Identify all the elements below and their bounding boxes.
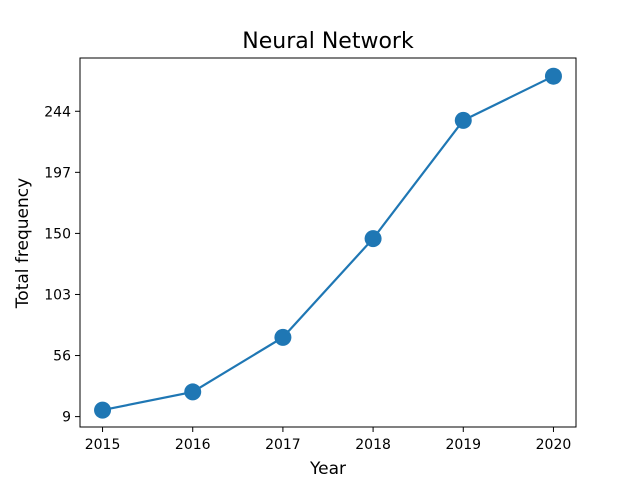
- data-point: [184, 383, 202, 401]
- data-point: [454, 111, 472, 129]
- x-tick-label: 2018: [355, 437, 391, 453]
- y-axis: 9 56 103 150 197 244: [44, 104, 80, 426]
- x-tick-label: 2017: [265, 437, 301, 453]
- series-group: [94, 67, 562, 419]
- data-point: [364, 230, 382, 248]
- y-tick-label: 56: [53, 349, 71, 365]
- data-point: [94, 401, 112, 419]
- y-tick-label: 150: [44, 226, 71, 242]
- plot-area-frame: [79, 57, 577, 428]
- x-tick-label: 2019: [445, 437, 481, 453]
- chart-title: Neural Network: [242, 29, 414, 54]
- x-axis: 2015 2016 2017 2018 2019 2020: [85, 427, 572, 453]
- y-tick-label: 197: [44, 165, 71, 181]
- data-point: [274, 328, 292, 346]
- y-tick-label: 9: [62, 410, 71, 426]
- x-tick-label: 2015: [85, 437, 121, 453]
- x-axis-label: Year: [309, 459, 346, 479]
- y-tick-label: 103: [44, 287, 71, 303]
- data-point: [544, 67, 562, 85]
- x-tick-label: 2016: [175, 437, 211, 453]
- y-axis-label: Total frequency: [13, 178, 33, 309]
- x-tick-label: 2020: [536, 437, 572, 453]
- y-tick-label: 244: [44, 104, 71, 120]
- series-line: [102, 75, 554, 412]
